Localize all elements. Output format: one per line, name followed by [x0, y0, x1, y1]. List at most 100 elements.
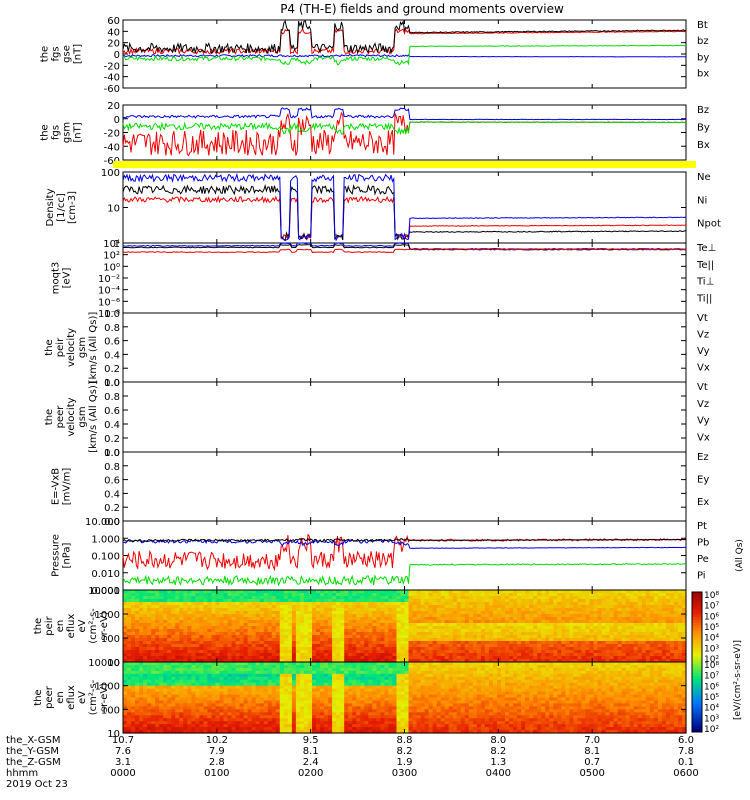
heatmap-cell	[147, 608, 152, 612]
heatmap-cell	[143, 653, 148, 657]
heatmap-cell	[283, 676, 289, 681]
heatmap-cell	[259, 650, 265, 654]
heatmap-cell	[151, 650, 156, 654]
heatmap-cell	[416, 602, 422, 606]
heatmap-cell	[404, 626, 410, 630]
heatmap-cell	[151, 617, 156, 621]
heatmap-cell	[420, 617, 426, 621]
y-tick-label: 0.4	[104, 350, 120, 361]
heatmap-cell	[336, 605, 341, 609]
heatmap-cell	[175, 694, 180, 699]
heatmap-cell	[416, 626, 422, 630]
heatmap-cell	[396, 659, 402, 663]
heatmap-cell	[312, 653, 317, 657]
heatmap-cell	[601, 635, 607, 639]
heatmap-cell	[275, 691, 281, 696]
y-tick-label: 60	[107, 16, 120, 27]
heatmap-cell	[179, 617, 184, 621]
heatmap-cell	[505, 590, 510, 594]
heatmap-cell	[537, 653, 542, 657]
heatmap-cell	[171, 709, 176, 713]
heatmap-cell	[223, 709, 229, 713]
heatmap-cell	[669, 596, 675, 600]
heatmap-cell	[396, 623, 402, 627]
heatmap-cell	[673, 644, 679, 648]
heatmap-cell	[464, 590, 470, 594]
heatmap-cell	[215, 644, 221, 648]
heatmap-cell	[135, 647, 140, 651]
heatmap-cell	[348, 599, 353, 603]
heatmap-cell	[364, 605, 369, 609]
heatmap-cell	[147, 590, 152, 594]
heatmap-cell	[251, 629, 257, 633]
heatmap-cell	[235, 638, 241, 642]
heatmap-cell	[211, 709, 217, 713]
heatmap-cell	[223, 602, 229, 606]
heatmap-cell	[183, 667, 188, 672]
heatmap-cell	[159, 602, 164, 606]
heatmap-cell	[171, 608, 176, 612]
heatmap-cell	[565, 605, 570, 609]
heatmap-cell	[167, 650, 172, 654]
heatmap-cell	[605, 659, 611, 663]
heatmap-cell	[243, 629, 249, 633]
heatmap-cell	[271, 632, 277, 636]
heatmap-cell	[661, 623, 667, 627]
heatmap-cell	[525, 614, 530, 618]
heatmap-cell	[682, 644, 687, 648]
heatmap-cell	[613, 620, 619, 624]
heatmap-cell	[211, 730, 217, 734]
heatmap-cell	[521, 596, 526, 600]
heatmap-cell	[243, 718, 249, 722]
heatmap-cell	[557, 644, 562, 648]
heatmap-cell	[227, 590, 233, 594]
heatmap-cell	[581, 626, 586, 630]
heatmap-cell	[657, 644, 663, 648]
heatmap-cell	[151, 647, 156, 651]
heatmap-cell	[183, 602, 188, 606]
heatmap-cell	[135, 629, 140, 633]
heatmap-cell	[589, 635, 595, 639]
heatmap-cell	[299, 647, 305, 651]
heatmap-cell	[155, 662, 160, 666]
heatmap-cell	[283, 662, 289, 666]
heatmap-cell	[123, 626, 128, 630]
heatmap-cell	[521, 593, 526, 597]
heatmap-cell	[673, 620, 679, 624]
heatmap-cell	[308, 602, 313, 606]
heatmap-cell	[509, 629, 514, 633]
heatmap-cell	[263, 653, 269, 657]
heatmap-cell	[625, 659, 631, 663]
y-tick-label: 1	[114, 239, 120, 250]
heatmap-cell	[669, 635, 675, 639]
heatmap-cell	[416, 638, 422, 642]
heatmap-cell	[195, 611, 200, 615]
heatmap-cell	[673, 647, 679, 651]
heatmap-cell	[187, 667, 192, 672]
heatmap-cell	[428, 608, 434, 612]
heatmap-cell	[509, 650, 514, 654]
heatmap-cell	[299, 605, 305, 609]
heatmap-cell	[243, 590, 249, 594]
heatmap-cell	[653, 659, 659, 663]
heatmap-cell	[187, 706, 192, 710]
heatmap-cell	[537, 593, 542, 597]
heatmap-cell	[380, 611, 385, 615]
heatmap-cell	[243, 712, 249, 716]
heatmap-cell	[283, 647, 289, 651]
heatmap-cell	[577, 629, 582, 633]
heatmap-cell	[251, 605, 257, 609]
heatmap-cell	[669, 647, 675, 651]
heatmap-cell	[255, 608, 261, 612]
heatmap-cell	[384, 602, 389, 606]
heatmap-cell	[131, 662, 136, 666]
heatmap-cell	[682, 596, 687, 600]
heatmap-cell	[211, 700, 217, 705]
heatmap-cell	[493, 653, 498, 657]
heatmap-cell	[613, 638, 619, 642]
heatmap-cell	[412, 620, 418, 624]
heatmap-cell	[155, 670, 160, 675]
heatmap-cell	[283, 673, 289, 678]
heatmap-cell	[143, 673, 148, 678]
heatmap-cell	[553, 599, 558, 603]
